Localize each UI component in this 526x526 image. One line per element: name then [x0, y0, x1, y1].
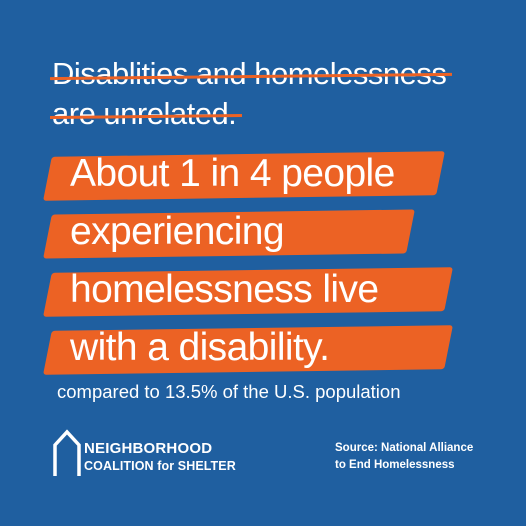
fact-row-4: with a disability.: [43, 319, 508, 377]
myth-line-1: Disablities and homelessness: [49, 54, 453, 94]
fact-statement: About 1 in 4 people experiencing homeles…: [43, 145, 508, 377]
source-line-1: Source: National Alliance: [335, 442, 474, 454]
fact-line-3: homelessness live: [70, 268, 379, 311]
fact-row-1: About 1 in 4 people: [43, 145, 508, 203]
organization-logo: NEIGHBORHOOD COALITION for SHELTER: [52, 428, 252, 478]
fact-row-2: experiencing: [43, 203, 508, 261]
source-line-2: to End Homelessness: [335, 459, 455, 471]
fact-row-3: homelessness live: [43, 261, 508, 319]
comparison-text: compared to 13.5% of the U.S. population: [57, 381, 401, 402]
myth-line-2: are unrelated.: [49, 94, 243, 134]
logo-name-line-1: NEIGHBORHOOD: [84, 440, 213, 457]
myth-line-2-text: are unrelated.: [52, 96, 237, 131]
fact-line-2: experiencing: [70, 210, 285, 253]
source-citation: Source: National Alliance to End Homeles…: [335, 440, 515, 474]
fact-line-4: with a disability.: [70, 326, 330, 369]
fact-line-1: About 1 in 4 people: [70, 152, 395, 195]
logo-name-line-2: COALITION for SHELTER: [84, 459, 236, 473]
house-outline-icon: [53, 429, 81, 476]
myth-statement: Disablities and homelessness are unrelat…: [49, 54, 492, 134]
